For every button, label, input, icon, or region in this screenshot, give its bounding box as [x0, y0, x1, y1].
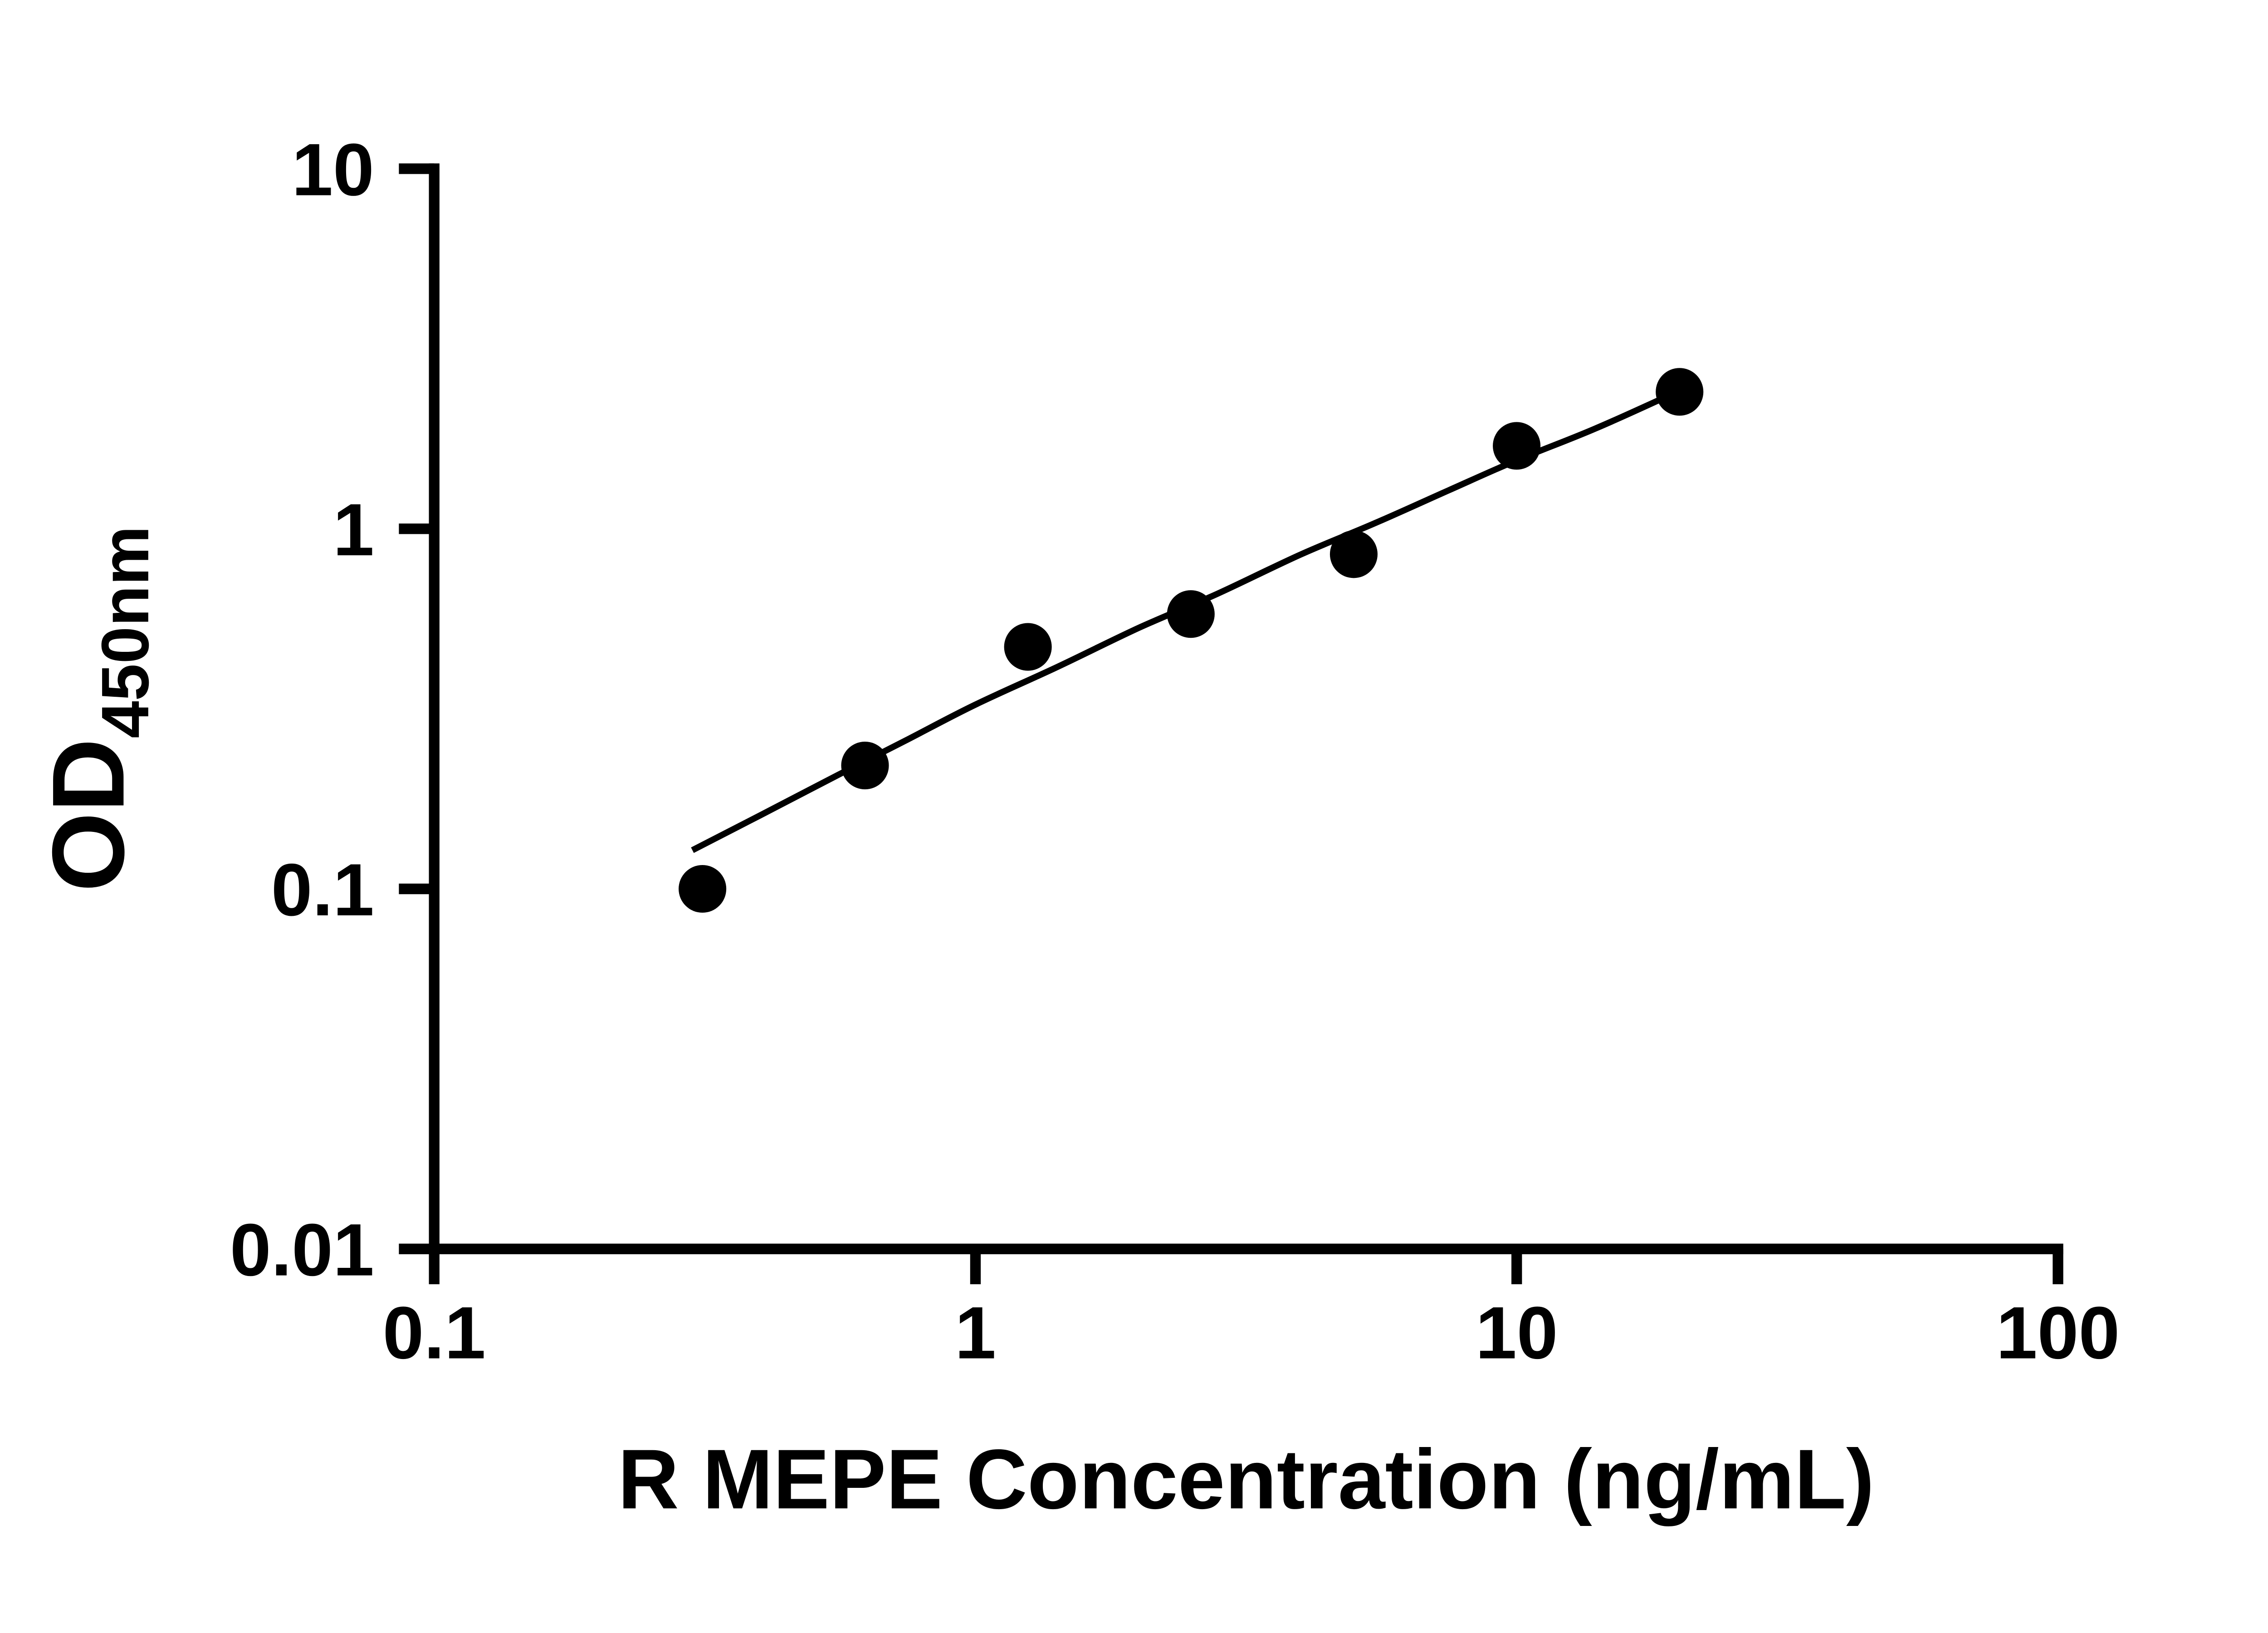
x-axis-title: R MEPE Concentration (ng/mL) [618, 1432, 1874, 1526]
data-point [679, 865, 727, 913]
data-point [841, 742, 889, 790]
y-tick-label: 1 [333, 488, 374, 571]
y-axis-title: OD450nm [31, 526, 162, 892]
y-tick-label: 10 [292, 128, 374, 211]
y-axis-title-sub: 450nm [88, 526, 163, 738]
data-point [1656, 368, 1704, 416]
y-tick-label: 0.01 [230, 1208, 374, 1291]
x-tick-label: 0.1 [383, 1291, 486, 1374]
y-tick-label: 0.1 [271, 848, 374, 931]
data-point [1004, 623, 1052, 671]
x-tick-label: 1 [955, 1291, 996, 1374]
x-tick-label: 100 [1996, 1291, 2120, 1374]
data-point [1493, 422, 1541, 470]
data-point [1167, 590, 1215, 638]
data-point [1330, 530, 1378, 578]
y-axis-title-main: OD [31, 738, 145, 892]
x-tick-label: 10 [1476, 1291, 1558, 1374]
